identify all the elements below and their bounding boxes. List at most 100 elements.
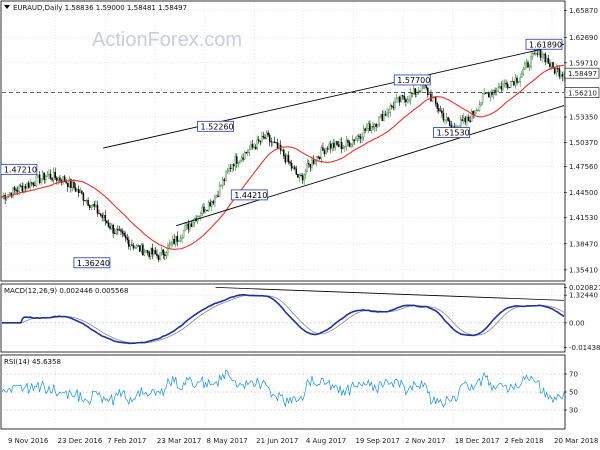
candle [101,214,103,218]
candle [126,237,128,241]
candle [239,159,241,163]
candle [481,93,484,103]
candle [103,214,105,218]
candle [289,161,291,164]
candle [206,210,208,212]
candle [87,200,89,206]
candle [272,141,274,143]
x-tick-label: 19 Sep 2017 [355,437,399,445]
candle [200,213,202,217]
candle [88,205,91,208]
candle [334,141,337,148]
candle [389,105,391,113]
candle [149,247,152,257]
candle [417,91,420,93]
candle [41,172,44,179]
candle [477,110,479,112]
candle [56,177,58,181]
candle [478,104,481,111]
y-tick-label: 1.62690 [569,34,598,42]
candle [232,164,235,167]
candle [284,155,287,163]
price-layer [1,43,565,263]
candle [189,223,191,230]
candle [427,87,429,95]
candle [164,254,166,256]
candle [29,182,31,188]
candle [459,119,462,127]
candle [370,126,373,131]
candle [514,77,517,86]
annotation-label: 1.57700 [397,76,430,85]
candle [408,99,410,101]
candle [339,141,341,147]
macd-line [2,293,565,345]
candle [85,200,88,202]
y-tick-label: 1.44500 [569,189,598,197]
x-tick-label: 2 Nov 2017 [405,437,445,445]
candle [373,123,376,128]
candle [229,167,232,169]
candle [344,146,346,148]
candle [480,102,482,106]
candle [364,128,366,131]
candle [464,117,467,123]
x-tick-label: 23 Mar 2017 [157,437,201,445]
candle [314,161,316,164]
candle [375,123,377,127]
candle [331,142,334,149]
candle [139,245,141,252]
candle [317,156,319,158]
candle [43,172,46,181]
candle [553,67,556,74]
candle [412,88,415,94]
candle [209,202,211,207]
candle [79,190,82,194]
candle [525,62,528,65]
candle [466,116,468,123]
candle [436,102,438,109]
candle [236,156,238,164]
annotation-box [433,127,471,138]
rsi-y-tick-label: 30 [569,407,578,415]
candle [276,142,279,149]
candle [157,255,160,261]
candle [90,205,92,208]
candle [118,229,121,231]
candle [140,244,143,252]
candle [330,143,332,149]
candle [218,185,221,197]
candle [384,113,387,116]
candle [264,137,266,139]
candle [380,113,382,118]
candle [254,146,257,150]
candle [117,229,119,231]
candle [262,135,265,138]
candle [320,147,323,159]
macd-y-tick-label: 0.00 [569,319,585,327]
candle [516,77,518,83]
candle [347,140,349,143]
annotation-label: 1.36240 [77,259,110,268]
x-tick-label: 7 Feb 2017 [107,437,146,445]
candle [214,197,216,204]
candle [185,223,188,226]
candle [45,176,47,181]
candle [546,58,548,63]
candle [306,163,309,172]
candle [137,245,139,247]
candle [419,91,421,93]
candle [398,96,401,103]
candle [397,96,399,99]
collapse-arrow-icon[interactable] [4,5,10,9]
candle [395,98,398,103]
candle [171,238,174,244]
candle [257,139,260,142]
candle [146,250,149,253]
annotation-box [525,38,563,50]
candle [120,229,122,232]
candle [475,110,478,114]
candle [70,179,72,188]
candle [461,119,463,121]
